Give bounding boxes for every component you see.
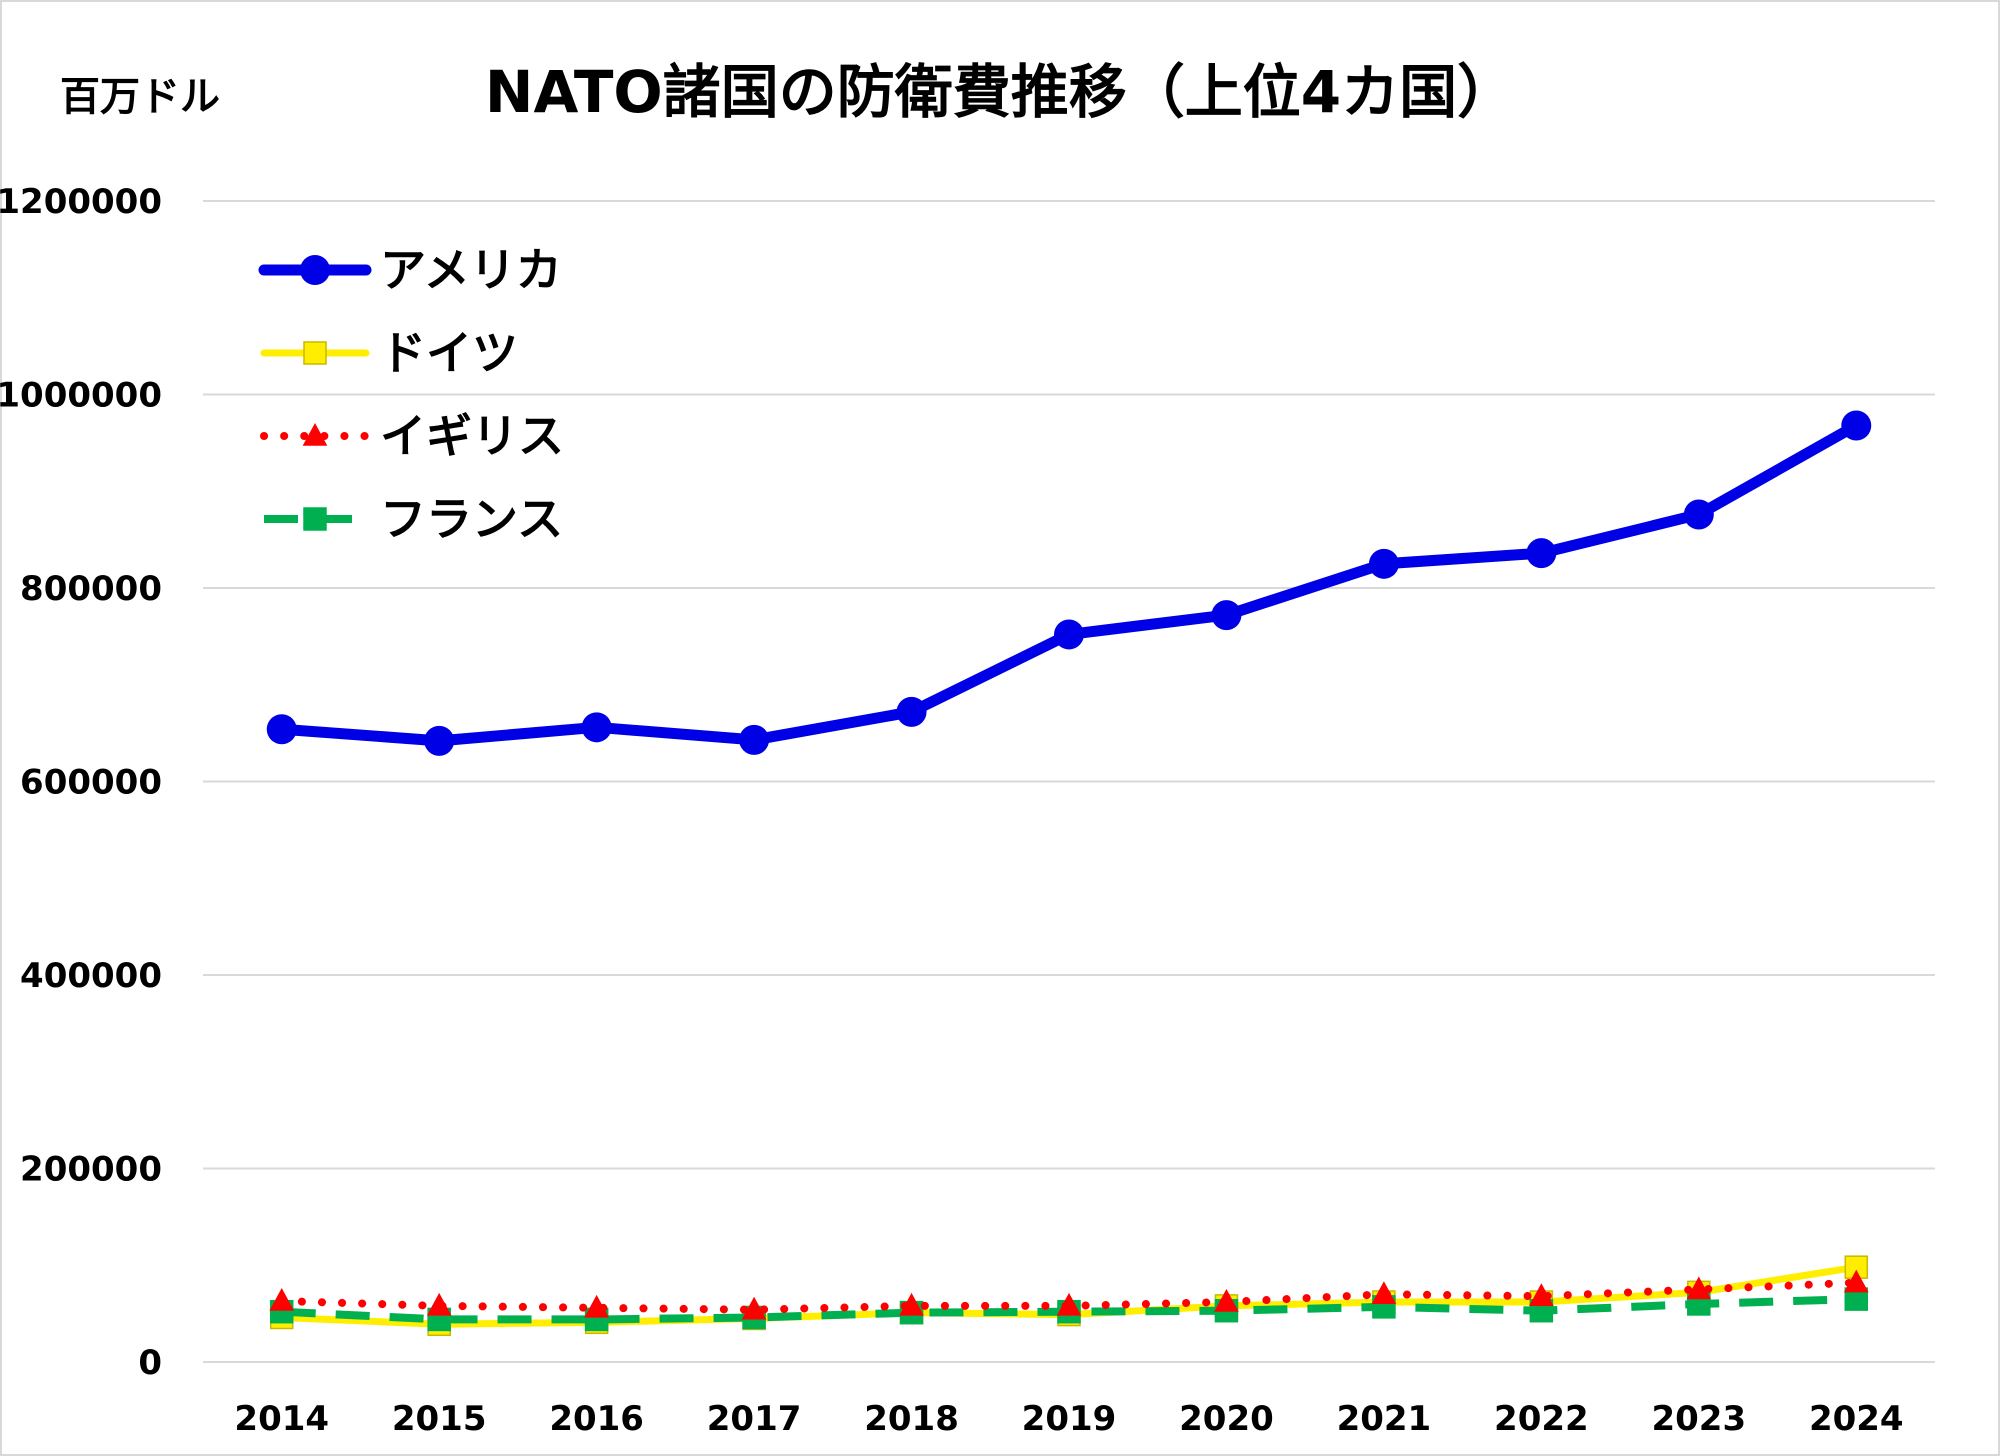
x-tick-label: 2023 xyxy=(1651,1399,1746,1439)
data-point xyxy=(1211,600,1242,631)
data-point xyxy=(739,724,770,755)
data-point xyxy=(1841,410,1872,441)
x-tick-label: 2019 xyxy=(1022,1399,1117,1439)
data-point xyxy=(1056,1292,1082,1316)
x-tick-label: 2014 xyxy=(234,1399,329,1439)
x-tick-label: 2020 xyxy=(1179,1399,1274,1439)
x-axis-tick-labels: 2014 2015 2016 2017 2018 2019 2020 2021 2022 2023… xyxy=(234,1399,1903,1439)
data-point xyxy=(1054,619,1084,650)
y-tick-label: 400000 xyxy=(20,956,162,996)
data-point xyxy=(581,712,612,743)
data-point xyxy=(899,1292,924,1316)
legend-label: アメリカ xyxy=(380,243,562,297)
legend-label: フランス xyxy=(380,492,563,546)
data-point xyxy=(584,1294,609,1318)
data-point xyxy=(896,696,927,727)
legend-marker xyxy=(302,423,328,446)
legend-item: フランス xyxy=(264,492,563,546)
x-tick-label: 2024 xyxy=(1809,1399,1904,1439)
data-point xyxy=(1526,538,1557,569)
data-point xyxy=(1683,499,1714,530)
legend-label: ドイツ xyxy=(380,326,518,380)
x-tick-label: 2017 xyxy=(707,1399,802,1439)
series-lines xyxy=(266,410,1872,1337)
x-tick-label: 2016 xyxy=(549,1399,644,1439)
legend-marker xyxy=(300,255,330,285)
y-axis-tick-labels: 0 200000 400000 600000 800000 1000000 1200000 xyxy=(0,182,162,1383)
legend-item: ドイツ xyxy=(260,326,518,380)
y-tick-label: 800000 xyxy=(20,569,162,609)
legend-marker xyxy=(303,341,327,365)
y-tick-label: 1200000 xyxy=(0,182,162,222)
legend-label: イギリス xyxy=(380,409,564,463)
y-tick-label: 600000 xyxy=(20,763,162,803)
legend-item: アメリカ xyxy=(258,243,562,297)
y-tick-label: 200000 xyxy=(20,1150,162,1190)
series-1 xyxy=(266,410,1872,756)
legend-item: イギリス xyxy=(260,409,564,463)
data-point xyxy=(1529,1283,1554,1306)
data-point xyxy=(1368,548,1399,579)
chart-title: NATO諸国の防衛費推移（上位4カ国） xyxy=(485,58,1515,126)
x-tick-label: 2022 xyxy=(1494,1399,1589,1439)
x-tick-label: 2018 xyxy=(864,1399,959,1439)
legend-marker xyxy=(303,507,327,531)
data-point xyxy=(426,1292,452,1316)
series-3 xyxy=(269,1269,1869,1320)
x-tick-label: 2015 xyxy=(392,1399,487,1439)
data-point xyxy=(424,725,455,756)
data-point xyxy=(1371,1281,1397,1305)
x-tick-label: 2021 xyxy=(1337,1399,1432,1439)
data-point xyxy=(741,1296,767,1320)
data-point xyxy=(269,1288,295,1311)
data-point xyxy=(1214,1289,1239,1312)
gridlines xyxy=(203,200,1935,1363)
y-tick-label: 1000000 xyxy=(0,376,162,416)
y-axis-unit-label: 百万ドル xyxy=(60,74,220,120)
y-tick-label: 0 xyxy=(138,1343,162,1383)
data-point xyxy=(1843,1269,1869,1293)
data-point xyxy=(1686,1276,1712,1300)
data-point xyxy=(266,714,297,745)
